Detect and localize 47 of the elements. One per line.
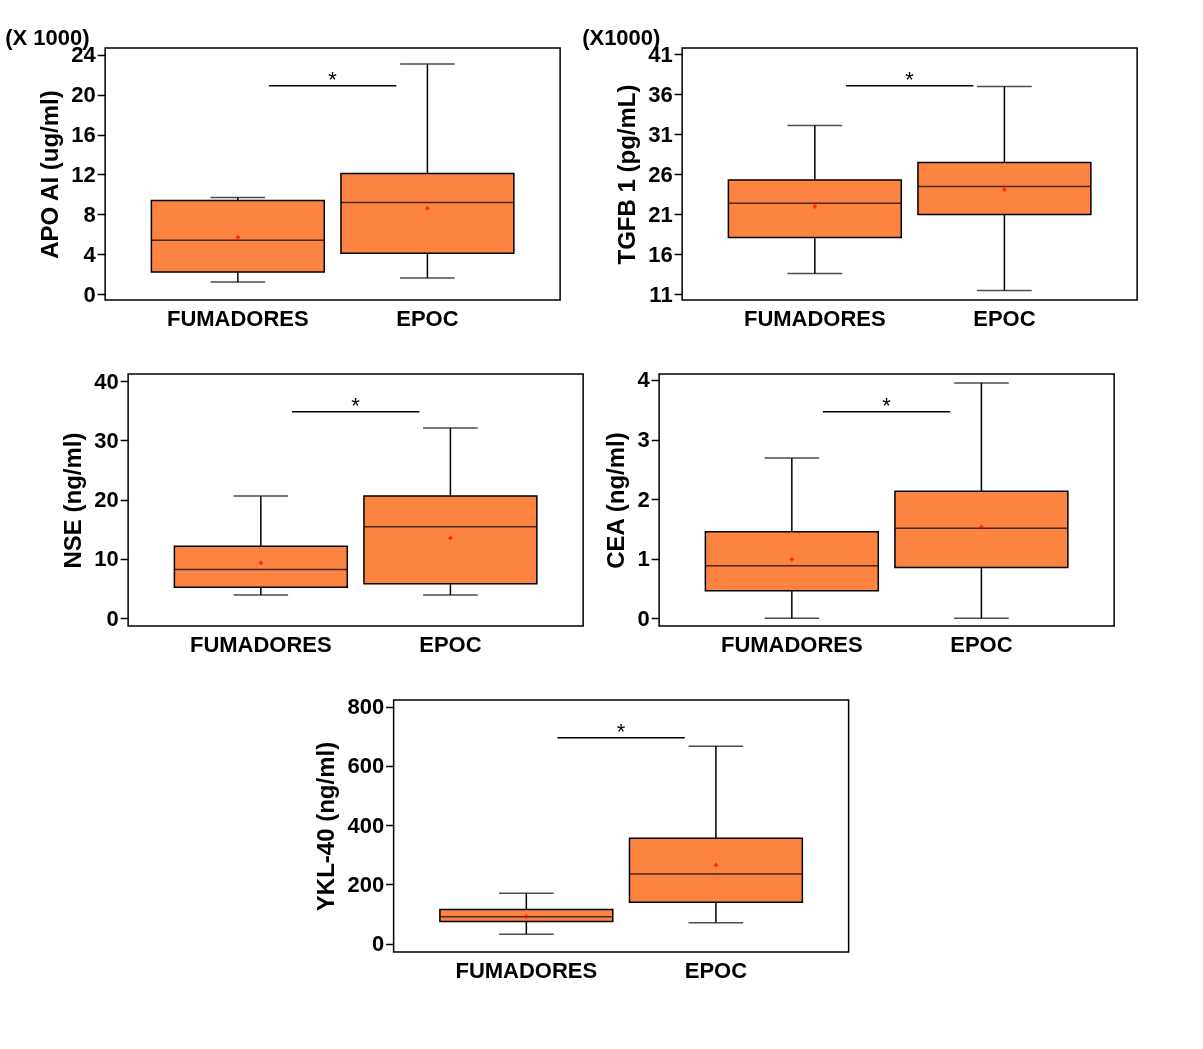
y-axis-title: CEA (ng/ml) — [602, 432, 630, 569]
y-tick-label: 30 — [94, 427, 119, 453]
x-tick-label: FUMADORES — [743, 305, 886, 331]
y-tick-label: 200 — [347, 871, 385, 897]
y-tick-label: 21 — [648, 201, 673, 227]
x-tick-label: EPOC — [950, 631, 1013, 657]
y-tick-label: 36 — [648, 81, 673, 107]
y-tick-label: 2 — [637, 486, 650, 512]
x-tick-label: FUMADORES — [720, 631, 863, 657]
x-tick-label: FUMADORES — [189, 631, 332, 657]
y-tick-label: 20 — [71, 82, 96, 108]
x-tick-label: EPOC — [973, 305, 1036, 331]
y-tick-label: 8 — [83, 201, 96, 227]
y-tick-label: 800 — [347, 694, 385, 720]
x-tick-label: EPOC — [419, 631, 482, 657]
y-tick-label: 26 — [648, 161, 673, 187]
x-tick-label: EPOC — [396, 305, 459, 331]
y-tick-label: 1 — [637, 546, 650, 572]
y-tick-label: 20 — [94, 487, 119, 513]
annotation: * — [616, 718, 626, 744]
y-tick-label: 0 — [83, 281, 96, 307]
y-tick-label: 0 — [371, 931, 385, 957]
y-tick-label: 4 — [637, 367, 651, 393]
annotation: * — [351, 392, 361, 418]
x-tick-label: FUMADORES — [166, 305, 309, 331]
y-tick-label: 600 — [347, 753, 385, 779]
x-tick-label: FUMADORES — [455, 957, 598, 983]
y-tick-label: 11 — [649, 281, 673, 307]
annotation: * — [905, 66, 915, 92]
y-axis-title: APO AI (ug/ml) — [36, 90, 64, 259]
x-tick-label: EPOC — [684, 957, 748, 983]
y-axis-title: TGFB 1 (pg/mL) — [613, 84, 641, 265]
y-tick-label: 4 — [83, 241, 97, 267]
annotation: * — [328, 66, 338, 92]
annotation: * — [882, 392, 892, 418]
y-tick-label: 40 — [94, 368, 119, 394]
y-tick-label: 12 — [71, 162, 96, 187]
y-tick-label: 0 — [106, 605, 119, 631]
y-tick-label: 400 — [347, 812, 385, 838]
y-tick-label: 31 — [648, 121, 673, 147]
y-tick-label: 16 — [71, 122, 96, 148]
y-tick-label: 0 — [637, 605, 650, 631]
y-tick-label: 16 — [648, 241, 673, 267]
y-axis-title: NSE (ng/ml) — [59, 432, 87, 569]
y-tick-label: 3 — [637, 427, 650, 453]
y-tick-label: 10 — [94, 546, 119, 572]
y-axis-title: YKL-40 (ng/ml) — [312, 741, 340, 912]
